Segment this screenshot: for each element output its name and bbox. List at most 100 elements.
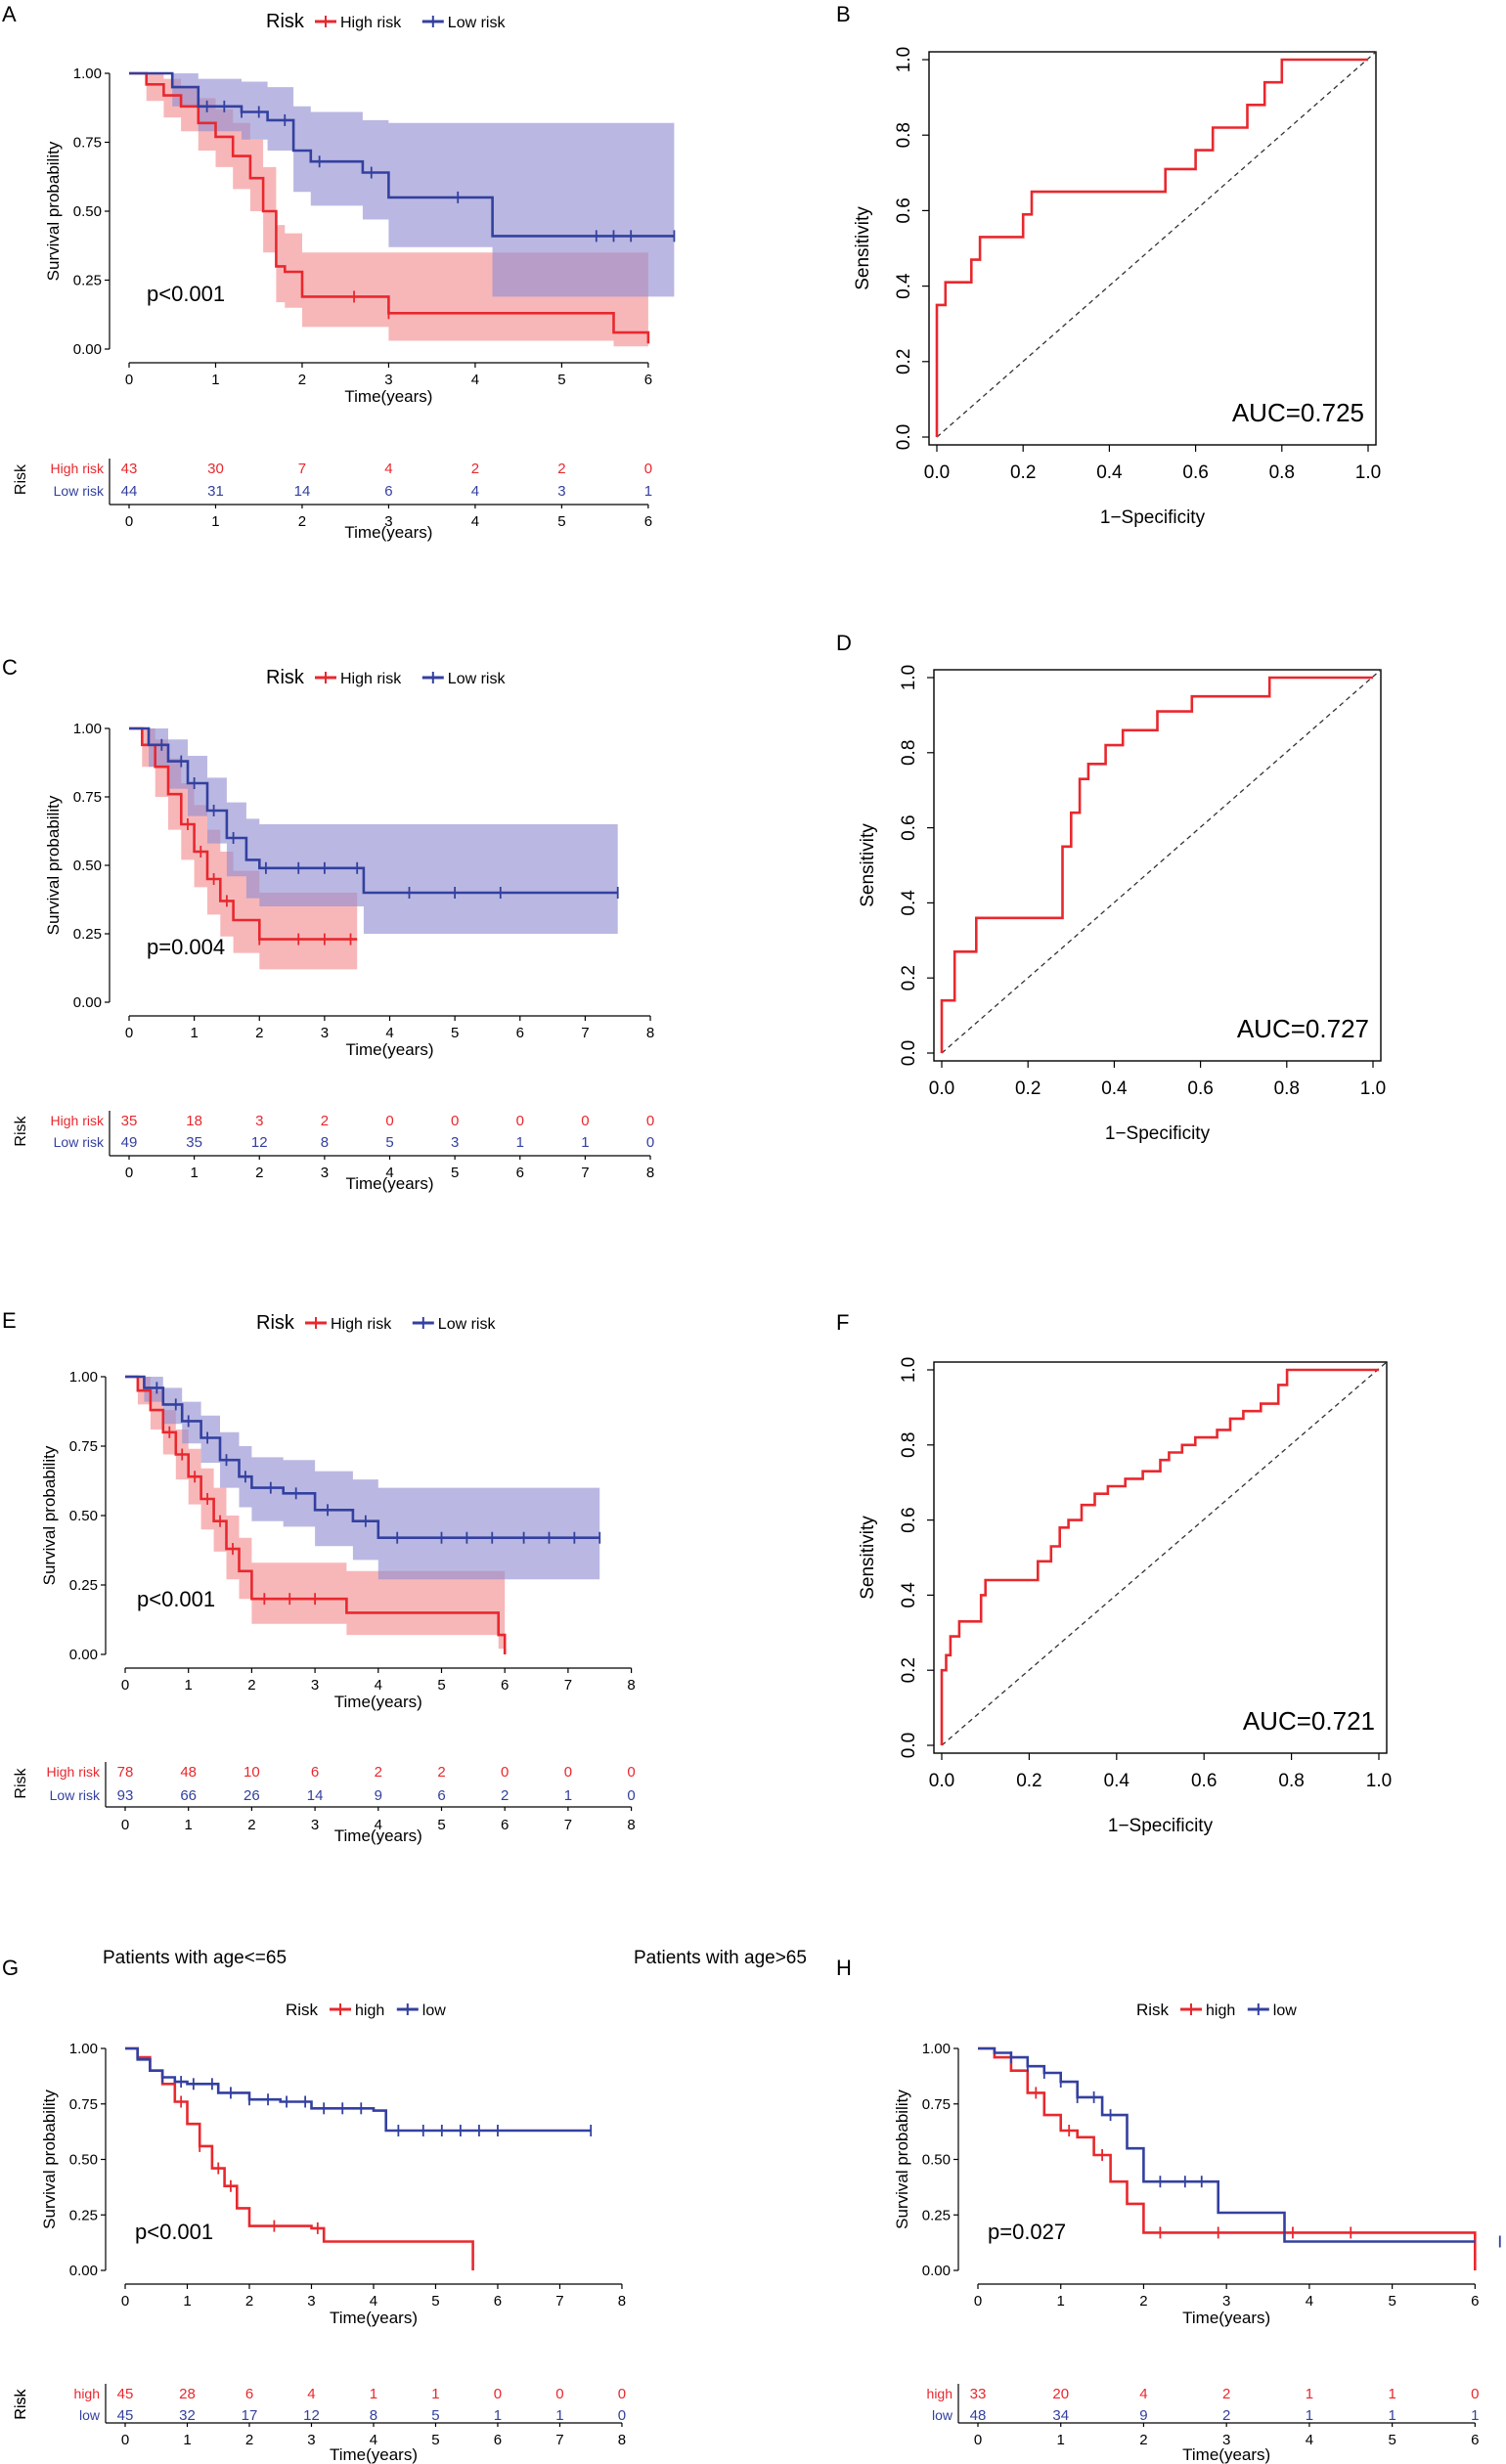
risk-x-tick-label: 5 — [431, 2432, 439, 2448]
risk-count: 2 — [557, 461, 565, 477]
risk-table-title: Risk — [13, 1115, 29, 1146]
x-tick-label: 0 — [125, 1025, 133, 1041]
x-tick-label: 3 — [321, 1025, 329, 1041]
risk-count: 1 — [1471, 2407, 1479, 2424]
chart-title: Patients with age<=65 — [103, 1948, 287, 1968]
x-tick-label: 0.8 — [1274, 1078, 1300, 1099]
risk-x-tick-label: 3 — [311, 1817, 319, 1833]
x-tick-label: 3 — [307, 2293, 315, 2310]
x-tick-label: 5 — [437, 1677, 445, 1694]
km-plot-g: Patients with age<=65 Risk high low 0.00 0.25… — [13, 1948, 626, 2464]
y-tick-label: 0.8 — [899, 1432, 919, 1458]
x-tick-label: 7 — [555, 2293, 563, 2310]
risk-x-tick-label: 2 — [255, 1165, 263, 1181]
legend-title: Risk — [256, 1312, 295, 1334]
risk-x-tick-label: 2 — [245, 2432, 253, 2448]
auc-label: AUC=0.725 — [1232, 398, 1364, 427]
roc-plot-f: 0.0 0.2 0.4 0.6 0.8 1.0 0.0 0.2 0.4 0.6 0.8 1.0 1−Sp… — [858, 1357, 1392, 1836]
x-axis-label: Time(years) — [330, 2309, 418, 2327]
legend-title: Risk — [266, 11, 305, 32]
risk-x-tick-label: 2 — [298, 513, 306, 530]
y-tick-label: 1.00 — [73, 66, 102, 82]
risk-count: 1 — [494, 2407, 502, 2424]
x-tick-label: 5 — [557, 372, 565, 388]
risk-x-tick-label: 7 — [555, 2432, 563, 2448]
risk-count: 0 — [618, 2386, 626, 2402]
p-value: p<0.001 — [135, 2220, 213, 2244]
risk-count: 2 — [1222, 2407, 1230, 2424]
risk-count: 20 — [1052, 2386, 1069, 2402]
x-tick-label: 2 — [255, 1025, 263, 1041]
chart-title: Patients with age>65 — [634, 1948, 807, 1968]
risk-count: 32 — [179, 2407, 196, 2424]
risk-row-label: low — [932, 2407, 953, 2423]
risk-count: 1 — [644, 483, 652, 500]
x-tick-label: 8 — [646, 1025, 654, 1041]
risk-count: 0 — [494, 2386, 502, 2402]
risk-count: 34 — [1052, 2407, 1069, 2424]
risk-count: 0 — [564, 1764, 572, 1781]
risk-count: 28 — [179, 2386, 196, 2402]
plot-frame — [928, 51, 1377, 446]
risk-count: 0 — [644, 461, 652, 477]
risk-count: 10 — [244, 1764, 260, 1781]
risk-x-tick-label: 0 — [974, 2432, 982, 2448]
x-axis-label: Time(years) — [344, 387, 432, 406]
legend-high-label: High risk — [331, 1316, 392, 1333]
y-tick-label: 1.00 — [73, 721, 102, 737]
x-tick-label: 7 — [581, 1025, 589, 1041]
survival-line-low — [978, 2046, 1476, 2243]
x-tick-label: 3 — [1222, 2293, 1230, 2310]
risk-count: 8 — [370, 2407, 377, 2424]
y-tick-label: 0.75 — [69, 2096, 98, 2113]
y-tick-label: 1.0 — [899, 665, 919, 690]
x-tick-label: 1.0 — [1355, 462, 1381, 483]
y-tick-label: 0.0 — [899, 1733, 919, 1758]
x-axis-label: 1−Specificity — [1105, 1123, 1211, 1144]
risk-row-label: low — [79, 2407, 101, 2423]
panel-label-d: D — [836, 631, 852, 655]
y-axis-label: Survival probability — [40, 1445, 59, 1585]
risk-count: 17 — [242, 2407, 258, 2424]
y-tick-label: 0.50 — [69, 2152, 98, 2169]
legend-high-label: High risk — [340, 671, 402, 687]
x-axis-label: Time(years) — [1182, 2309, 1270, 2327]
y-tick-label: 0.00 — [73, 994, 102, 1011]
y-tick-label: 0.00 — [69, 1647, 98, 1663]
risk-count: 8 — [321, 1134, 329, 1151]
y-tick-label: 0.75 — [73, 135, 102, 152]
roc-plot-b: 0.0 0.2 0.4 0.6 0.8 1.0 0.0 0.2 0.4 0.6 0.8 1.0 1−Sp… — [853, 47, 1381, 528]
risk-count: 7 — [298, 461, 306, 477]
risk-count: 2 — [501, 1787, 509, 1804]
legend-low-label: Low risk — [448, 15, 507, 31]
y-tick-label: 0.00 — [922, 2263, 951, 2279]
panel-label-e: E — [2, 1308, 17, 1333]
x-tick-label: 4 — [375, 1677, 382, 1694]
risk-count: 6 — [437, 1787, 445, 1804]
x-tick-label: 2 — [1139, 2293, 1147, 2310]
x-tick-label: 1.0 — [1366, 1771, 1392, 1791]
y-tick-label: 0.50 — [73, 858, 102, 874]
x-tick-label: 0.0 — [929, 1771, 954, 1791]
axes: 0.00 0.25 0.50 0.75 1.00 0 1 2 3 4 5 6 7 8 Time(years)… — [40, 2041, 626, 2327]
risk-count: 0 — [451, 1113, 459, 1129]
risk-count: 1 — [555, 2407, 563, 2424]
y-tick-label: 0.50 — [69, 1508, 98, 1524]
legend: Risk High risk Low risk — [266, 11, 506, 32]
roc-curve — [940, 1368, 1379, 1745]
risk-x-tick-label: 5 — [557, 513, 565, 530]
risk-count: 1 — [370, 2386, 377, 2402]
risk-row-label: Low risk — [54, 483, 105, 499]
survival-line-high — [978, 2046, 1477, 2270]
risk-x-tick-label: 6 — [494, 2432, 502, 2448]
y-tick-label: 0.2 — [899, 1657, 919, 1683]
confidence-band-low — [129, 728, 618, 934]
y-tick-label: 0.2 — [894, 349, 914, 374]
x-tick-label: 6 — [516, 1025, 524, 1041]
plot-frame — [933, 1361, 1388, 1754]
risk-x-tick-label: 3 — [321, 1165, 329, 1181]
legend-low-label: low — [422, 2002, 446, 2019]
